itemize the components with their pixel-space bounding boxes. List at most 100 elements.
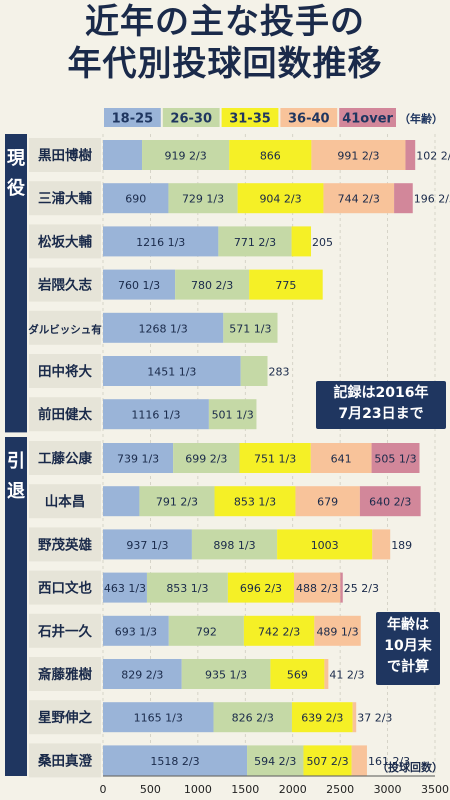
group-label: 退: [7, 481, 25, 502]
record-date-note-line-1: 記録は2016年: [333, 385, 429, 401]
bar-segment-36-40: [314, 615, 361, 646]
bar-segment-18-25: [103, 615, 169, 646]
data-label: 696 2/3: [240, 582, 282, 595]
player-name-cell: [29, 224, 101, 259]
data-label: 1451 1/3: [147, 366, 196, 379]
data-label: 898 1/3: [213, 539, 255, 552]
player-name: 星野伸之: [38, 709, 92, 726]
bar-segment-26-30: [208, 399, 257, 430]
bar-segment-31-35: [291, 702, 353, 733]
player-name: 黒田博樹: [38, 147, 92, 164]
player-name: 工藤公康: [38, 450, 92, 467]
x-axis-label: （投球回数）: [377, 760, 443, 774]
bar-segment-18-25: [103, 745, 248, 776]
bar-segment-41over: [394, 183, 413, 214]
bar-segment-31-35: [227, 572, 294, 603]
player-name-cell: [29, 181, 101, 216]
age-note-line-1: 年齢は: [387, 617, 429, 633]
x-tick-label: 500: [140, 783, 161, 796]
legend-unit: （年齢）: [399, 112, 443, 126]
bar-segment-36-40: [295, 486, 360, 517]
data-label: 102 2/3: [416, 150, 450, 163]
data-label: 488 2/3: [296, 582, 338, 595]
player-name-cell: [29, 700, 101, 735]
record-date-note: 記録は2016年 7月23日まで: [316, 381, 446, 429]
data-label: 489 1/3: [316, 625, 358, 638]
data-label: 775: [275, 279, 296, 292]
record-date-note-line-2: 7月23日まで: [338, 406, 424, 422]
bar-segment-31-35: [277, 529, 373, 560]
bar-segment-26-30: [139, 486, 215, 517]
legend-label: 41over: [342, 112, 393, 127]
player-name-cell: [29, 657, 101, 691]
group-band-active: [5, 134, 27, 433]
data-label: 791 2/3: [156, 496, 198, 509]
age-note-line-3: で計算: [387, 659, 429, 675]
data-label: 826 2/3: [232, 712, 274, 725]
age-calculation-note: 年齢は 10月末 で計算: [376, 612, 440, 685]
data-label: 866: [260, 150, 281, 163]
legend-label: 26-30: [170, 112, 212, 127]
player-name: 山本昌: [45, 493, 86, 510]
chart-title-line-1: 近年の主な投手の: [85, 2, 365, 42]
bar-segment-31-35: [303, 745, 352, 776]
data-label: 853 1/3: [234, 496, 276, 509]
player-name: 松坂大輔: [38, 233, 92, 250]
player-name-cell: [29, 310, 101, 345]
data-label: 196 2/3: [414, 193, 450, 206]
bar-segment-18-25: [103, 572, 147, 603]
data-label: 25 2/3: [344, 582, 379, 595]
player-name-cell: [29, 527, 101, 562]
legend-label: 18-25: [112, 112, 154, 127]
bar-segment-18-25: [103, 659, 182, 689]
player-name: 岩隈久志: [37, 277, 92, 294]
data-label: 641: [331, 453, 352, 466]
bar-segment-26-30: [191, 529, 278, 560]
data-label: 569: [287, 669, 308, 682]
player-name: 田中将大: [38, 363, 92, 380]
bar-segment-18-25: [103, 312, 224, 343]
bar-segment-36-40: [324, 659, 329, 689]
legend-swatch-36-40: [280, 108, 338, 127]
bar-segment-31-35: [229, 140, 312, 170]
player-name: 野茂英雄: [38, 536, 92, 553]
data-label: 729 1/3: [182, 193, 224, 206]
bar-segment-31-35: [239, 443, 311, 473]
player-name: 斎藤雅樹: [38, 666, 92, 683]
data-label: 640 2/3: [369, 496, 411, 509]
bar-segment-26-30: [168, 615, 244, 646]
data-label: 41 2/3: [329, 669, 364, 682]
data-label: 1216 1/3: [136, 236, 185, 249]
legend-swatch-26-30: [162, 108, 220, 127]
bar-segment-18-25: [103, 529, 192, 560]
data-label: 594 2/3: [254, 755, 296, 768]
bar-segment-18-25: [103, 356, 241, 386]
bar-segment-36-40: [351, 745, 367, 776]
data-label: 760 1/3: [118, 279, 160, 292]
data-label: 639 2/3: [301, 712, 343, 725]
player-name: 西口文也: [38, 580, 92, 597]
data-label: 829 2/3: [121, 669, 163, 682]
age-note-line-2: 10月末: [384, 638, 432, 654]
data-label: 739 1/3: [117, 453, 159, 466]
data-label: 937 1/3: [126, 539, 168, 552]
data-label: 693 1/3: [115, 625, 157, 638]
bar-segment-18-25: [103, 183, 169, 214]
data-label: 1003: [311, 539, 339, 552]
player-name-cell: [29, 484, 101, 519]
data-label: 690: [125, 193, 146, 206]
group-band-retired: [5, 437, 27, 776]
player-name-cell: [29, 613, 101, 648]
bar-segment-18-25: [103, 702, 214, 733]
x-tick-label: 1500: [231, 783, 259, 796]
legend-swatch-41over: [339, 108, 396, 127]
bar-segment-36-40: [310, 443, 372, 473]
data-label: 919 2/3: [165, 150, 207, 163]
bar-segment-26-30: [218, 226, 292, 257]
legend-label: 36-40: [288, 112, 330, 127]
bar-segment-18-25: [103, 486, 140, 517]
bar-segment-26-30: [181, 659, 271, 689]
bar-segment-36-40: [323, 183, 395, 214]
data-label: 751 1/3: [254, 453, 296, 466]
data-label: 189: [391, 539, 412, 552]
